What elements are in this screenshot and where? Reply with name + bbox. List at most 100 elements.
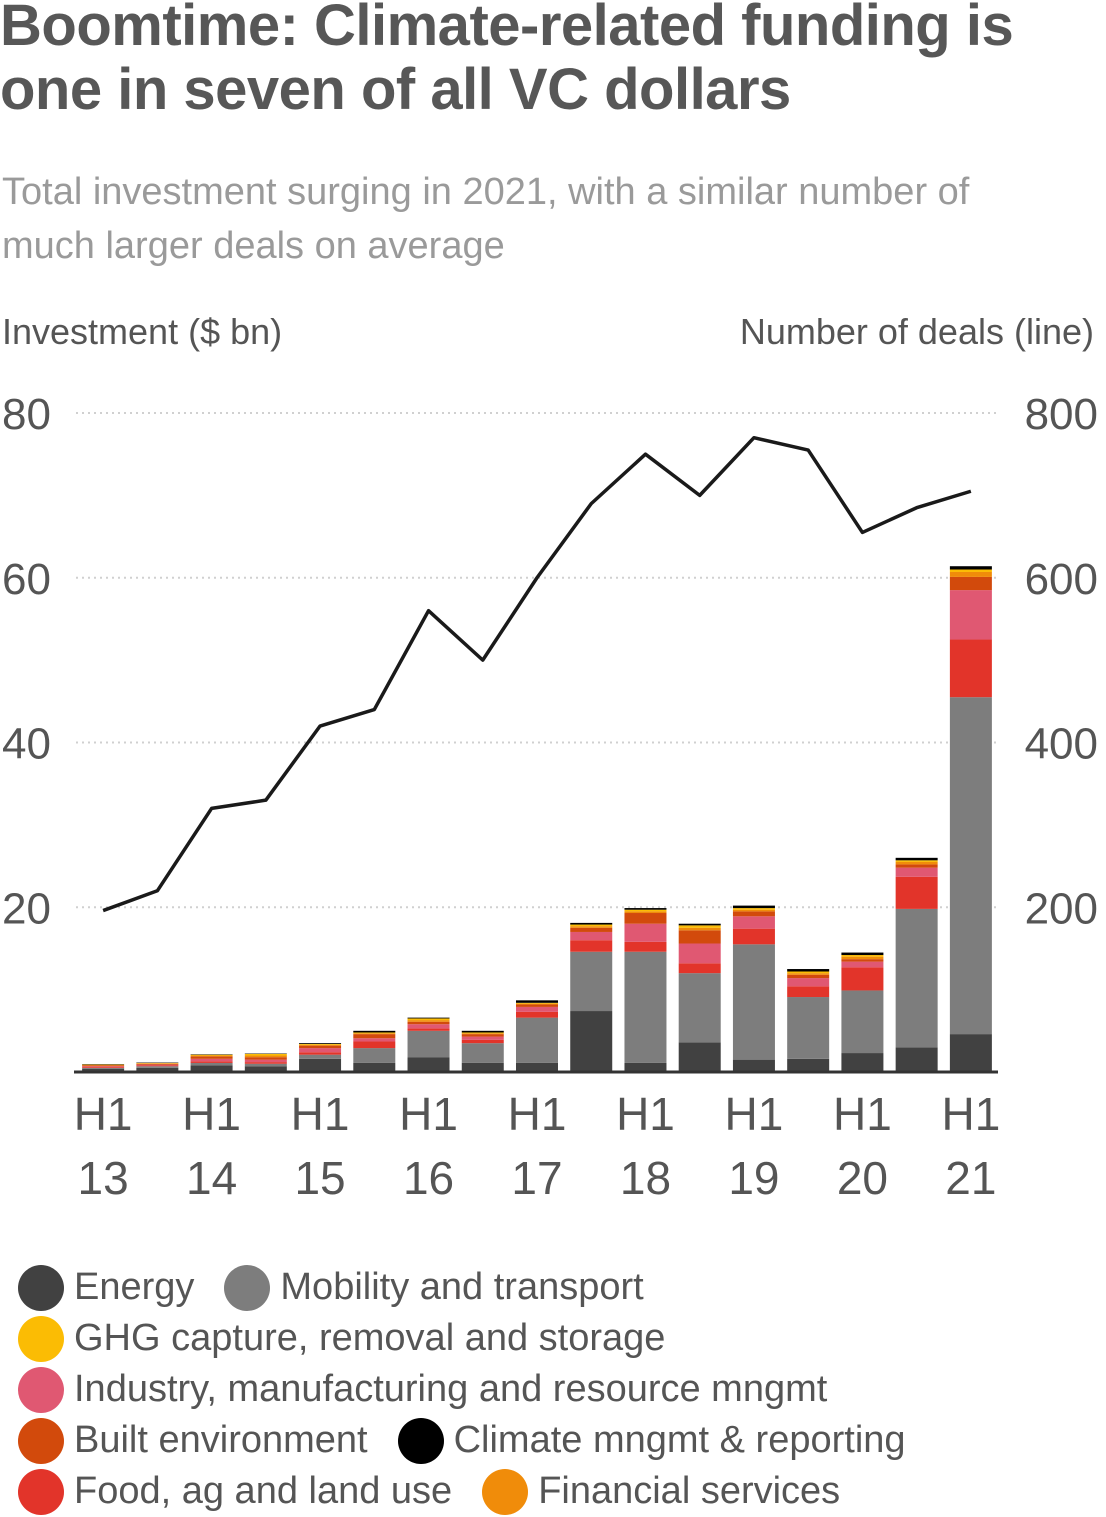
bar-segment	[353, 1032, 396, 1034]
bar-segment	[190, 1054, 233, 1056]
y-tick-left: 80	[2, 390, 51, 439]
bar-segment	[190, 1062, 233, 1066]
legend-label: Food, ag and land use	[74, 1470, 453, 1512]
bar-segment	[136, 1063, 179, 1065]
x-tick-label-half: H1	[833, 1088, 892, 1140]
x-tick-label-year: 18	[620, 1152, 671, 1204]
bar-segment	[244, 1062, 287, 1064]
legend-swatch-icon	[18, 1315, 64, 1362]
bar-segment	[353, 1038, 396, 1042]
bar-segment	[787, 974, 830, 979]
legend-item: Financial services	[482, 1468, 841, 1515]
bar-segment	[516, 1002, 558, 1004]
bar-segment	[787, 973, 830, 975]
bar-segment	[841, 955, 884, 957]
x-tick-label-half: H1	[508, 1088, 567, 1140]
legend-swatch-icon	[18, 1366, 64, 1413]
bar-segment	[461, 1030, 504, 1033]
bar-segment	[570, 1011, 613, 1072]
bar-segment	[353, 1030, 396, 1033]
stacked-bar-line-chart: Investment ($ bn) Number of deals (line) 8…	[2, 311, 1098, 1204]
bar-segment	[299, 1043, 342, 1045]
bar-segment	[244, 1059, 287, 1063]
legend-item: Energy	[18, 1264, 194, 1311]
bar-segment	[895, 864, 938, 868]
bar-segment	[624, 908, 667, 910]
legend-item: GHG capture, removal and storage	[18, 1315, 665, 1362]
bar-segment	[895, 876, 938, 909]
y-tick-left: 60	[2, 555, 51, 604]
bar-segment	[353, 1048, 396, 1063]
bar-segment	[624, 909, 667, 912]
bar-segment	[949, 569, 992, 572]
bar-segment	[624, 923, 667, 942]
bar-segment	[624, 1062, 667, 1072]
bar-segment	[136, 1064, 179, 1066]
bar-segment	[461, 1034, 504, 1037]
deals-line	[102, 435, 972, 913]
bar-segment	[678, 963, 721, 974]
x-tick-label-half: H1	[616, 1088, 675, 1140]
bar-segment	[787, 1058, 830, 1072]
legend-row: Energy Mobility and transport	[18, 1262, 1098, 1313]
legend-label: Built environment	[74, 1419, 368, 1461]
x-tick-label-year: 14	[186, 1152, 237, 1204]
bar-segment	[841, 1053, 884, 1072]
bar-segment	[841, 956, 884, 960]
bar-segment	[461, 1036, 504, 1040]
legend-label: Financial services	[538, 1470, 841, 1512]
bar-segment	[244, 1055, 287, 1058]
bar-segment	[787, 969, 830, 972]
bar-segment	[190, 1065, 233, 1072]
y-tick-right: 600	[1025, 555, 1098, 604]
y-tick-right: 400	[1025, 720, 1098, 769]
bar-segment	[407, 1018, 450, 1021]
legend-swatch-icon	[397, 1417, 444, 1464]
bar-segment	[82, 1065, 125, 1067]
bar-segment	[624, 911, 667, 914]
x-tick-label-half: H1	[941, 1088, 1000, 1140]
chart-subtitle: Total investment surging in 2021, with a…	[2, 171, 970, 267]
bar-segment	[678, 930, 721, 944]
bar-segment	[190, 1058, 233, 1062]
bar-segment	[353, 1033, 396, 1035]
bar-segment	[949, 639, 992, 698]
bar-segment	[895, 867, 938, 877]
bar-segment	[461, 1043, 504, 1063]
bar-segment	[841, 952, 884, 956]
bar-segment	[732, 916, 775, 929]
bar-segment	[299, 1058, 342, 1072]
bar-segment	[461, 1032, 504, 1034]
bar-segment	[353, 1041, 396, 1049]
bar-segment	[949, 590, 992, 640]
x-tick-label-year: 16	[403, 1152, 454, 1204]
bar-segment	[244, 1053, 287, 1056]
bar-segment	[624, 951, 667, 1063]
legend-row: Built environment Climate mngmt & reporti…	[18, 1415, 1098, 1466]
bar-segment	[895, 860, 938, 862]
bar-segment	[461, 1039, 504, 1044]
bar-segment	[678, 923, 721, 926]
x-tick-label-year: 15	[294, 1152, 345, 1204]
bar-segment	[516, 1062, 558, 1072]
legend-item: Built environment	[18, 1417, 368, 1464]
bar-segment	[949, 697, 992, 1035]
bar-segment	[299, 1044, 342, 1046]
bar-segment	[516, 1011, 558, 1018]
bar-segment	[841, 967, 884, 991]
x-tick-label-half: H1	[725, 1088, 784, 1140]
bar-segment	[244, 1063, 287, 1067]
x-tick-label-half: H1	[74, 1088, 133, 1140]
bar-segment	[570, 940, 613, 952]
x-tick-label-half: H1	[399, 1088, 458, 1140]
legend: Energy Mobility and transport GHG capture,…	[18, 1262, 1098, 1517]
bar-segment	[570, 931, 613, 941]
y-tick-left: 20	[2, 884, 51, 933]
bar-segment	[732, 1059, 775, 1072]
bar-segment	[353, 1034, 396, 1039]
bar-segment	[949, 1034, 992, 1072]
y-tick-right: 800	[1025, 390, 1098, 439]
bar-segment	[190, 1056, 233, 1059]
x-tick-label-year: 19	[728, 1152, 779, 1204]
bar-segment	[516, 1000, 558, 1003]
